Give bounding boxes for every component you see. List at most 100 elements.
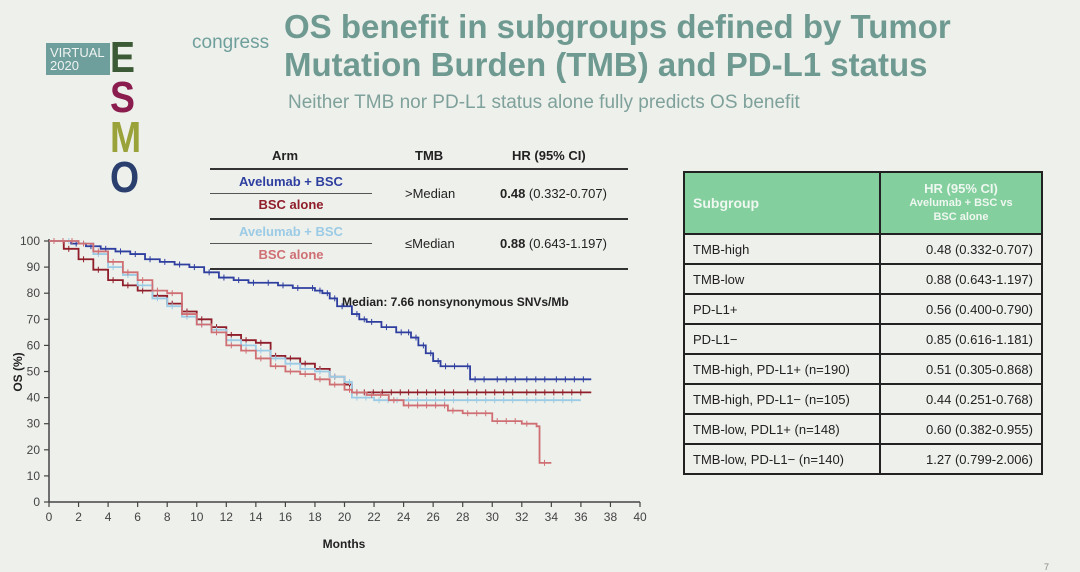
y-tick-label: 30 xyxy=(27,417,41,431)
header-hr-line2: Avelumab + BSC vs xyxy=(909,197,1013,209)
header-tmb: TMB xyxy=(415,148,444,163)
logo-congress-text: congress xyxy=(192,32,270,53)
header-hr-ci: HR (95% CI) Avelumab + BSC vs BSC alone xyxy=(879,171,1043,235)
x-tick-label: 0 xyxy=(46,510,53,524)
x-tick-label: 26 xyxy=(426,510,440,524)
y-axis-label: OS (%) xyxy=(11,352,25,391)
median-annotation: Median: 7.66 nonsynonymous SNVs/Mb xyxy=(342,295,569,309)
table-row: TMB-high, PD-L1+ (n=190) 0.51 (0.305-0.86… xyxy=(683,353,1043,385)
arm-legend-table: Arm TMB HR (95% CI) Avelumab + BSC BSC a… xyxy=(210,142,628,270)
table-row: TMB-low, PDL1+ (n=148) 0.60 (0.382-0.955) xyxy=(683,413,1043,445)
hr-low: 0.88 (0.643-1.197) xyxy=(500,236,607,251)
y-tick-label: 100 xyxy=(20,234,40,248)
hr-cell: 0.51 (0.305-0.868) xyxy=(879,353,1043,385)
header-hr: HR (95% CI) xyxy=(512,148,586,163)
table-row: TMB-low, PD-L1− (n=140) 1.27 (0.799-2.006… xyxy=(683,443,1043,475)
hr-cell: 0.88 (0.643-1.197) xyxy=(879,263,1043,295)
y-tick-label: 10 xyxy=(27,469,41,483)
legend-line-avelumab-low xyxy=(210,243,372,244)
legend-bsc-low: BSC alone xyxy=(258,247,324,262)
hr-cell: 0.85 (0.616-1.181) xyxy=(879,323,1043,355)
table-row: PD-L1− 0.85 (0.616-1.181) xyxy=(683,323,1043,355)
subgroup-cell: TMB-low, PDL1+ (n=148) xyxy=(683,413,881,445)
x-tick-label: 10 xyxy=(190,510,204,524)
km-curve-2 xyxy=(49,240,581,402)
header-subgroup: Subgroup xyxy=(683,171,881,235)
arm-group-high: Avelumab + BSC BSC alone >Median 0.48 (0… xyxy=(210,170,628,220)
page-number: 7 xyxy=(1044,562,1050,572)
header-hr-line3: BSC alone xyxy=(933,211,989,223)
y-tick-label: 0 xyxy=(33,495,40,509)
table-row: TMB-high 0.48 (0.332-0.707) xyxy=(683,233,1043,265)
x-tick-label: 16 xyxy=(279,510,293,524)
hr-high-ci: (0.332-0.707) xyxy=(525,186,607,201)
legend-bsc-high: BSC alone xyxy=(258,197,324,212)
logo-virtual-text: VIRTUAL xyxy=(50,45,105,60)
y-tick-label: 40 xyxy=(27,391,41,405)
hr-cell: 0.56 (0.400-0.790) xyxy=(879,293,1043,325)
subgroup-cell: TMB-high xyxy=(683,233,881,265)
table-row: TMB-low 0.88 (0.643-1.197) xyxy=(683,263,1043,295)
x-tick-label: 38 xyxy=(604,510,618,524)
legend-avelumab-low: Avelumab + BSC xyxy=(239,224,343,239)
tmb-low-label: ≤Median xyxy=(405,236,455,251)
slide-subtitle: Neither TMB nor PD-L1 status alone fully… xyxy=(288,92,800,113)
x-tick-label: 4 xyxy=(105,510,112,524)
x-tick-label: 40 xyxy=(633,510,647,524)
x-tick-label: 32 xyxy=(515,510,529,524)
subgroup-cell: TMB-low, PD-L1− (n=140) xyxy=(683,443,881,475)
subgroup-table: Subgroup HR (95% CI) Avelumab + BSC vs B… xyxy=(683,171,1043,475)
table-row: TMB-high, PD-L1− (n=105) 0.44 (0.251-0.76… xyxy=(683,383,1043,415)
logo-letter-m: M xyxy=(110,113,141,162)
x-tick-label: 14 xyxy=(249,510,263,524)
subgroup-cell: PD-L1+ xyxy=(683,293,881,325)
hr-high: 0.48 (0.332-0.707) xyxy=(500,186,607,201)
arm-group-low: Avelumab + BSC BSC alone ≤Median 0.88 (0… xyxy=(210,220,628,270)
x-tick-label: 12 xyxy=(220,510,234,524)
km-curve-0 xyxy=(49,240,592,381)
logo-letter-e: E xyxy=(110,33,135,82)
subgroup-cell: TMB-low xyxy=(683,263,881,295)
hr-low-ci: (0.643-1.197) xyxy=(525,236,607,251)
hr-low-value: 0.88 xyxy=(500,236,526,251)
legend-avelumab-high: Avelumab + BSC xyxy=(239,174,343,189)
hr-cell: 0.60 (0.382-0.955) xyxy=(879,413,1043,445)
subgroup-cell: TMB-high, PD-L1− (n=105) xyxy=(683,383,881,415)
subgroup-cell: TMB-high, PD-L1+ (n=190) xyxy=(683,353,881,385)
x-tick-label: 36 xyxy=(574,510,588,524)
logo-letter-o: O xyxy=(110,153,139,202)
x-tick-label: 22 xyxy=(367,510,381,524)
subgroup-cell: PD-L1− xyxy=(683,323,881,355)
y-tick-label: 70 xyxy=(27,312,41,326)
table-row: PD-L1+ 0.56 (0.400-0.790) xyxy=(683,293,1043,325)
subgroup-table-header: Subgroup HR (95% CI) Avelumab + BSC vs B… xyxy=(683,171,1043,235)
logo-year-text: 2020 xyxy=(50,58,79,73)
slide-title: OS benefit in subgroups defined by Tumor… xyxy=(284,8,951,83)
hr-cell: 1.27 (0.799-2.006) xyxy=(879,443,1043,475)
y-tick-label: 90 xyxy=(27,260,41,274)
x-tick-label: 28 xyxy=(456,510,470,524)
logo-letter-s: S xyxy=(110,73,135,122)
logo-esmo-wordmark: ESMO xyxy=(110,33,141,202)
x-tick-label: 24 xyxy=(397,510,411,524)
header-hr-line1: HR (95% CI) xyxy=(924,181,998,196)
x-tick-label: 18 xyxy=(308,510,322,524)
x-tick-label: 6 xyxy=(134,510,141,524)
x-tick-label: 2 xyxy=(75,510,82,524)
x-axis-label: Months xyxy=(323,537,366,551)
x-tick-label: 34 xyxy=(545,510,559,524)
y-tick-label: 80 xyxy=(27,286,41,300)
header-arm: Arm xyxy=(272,148,299,163)
x-tick-label: 8 xyxy=(164,510,171,524)
x-tick-label: 20 xyxy=(338,510,352,524)
hr-cell: 0.44 (0.251-0.768) xyxy=(879,383,1043,415)
x-tick-label: 30 xyxy=(486,510,500,524)
y-tick-label: 20 xyxy=(27,443,41,457)
km-curve-3 xyxy=(49,240,552,464)
tmb-high-label: >Median xyxy=(405,186,456,201)
hr-high-value: 0.48 xyxy=(500,186,526,201)
y-tick-label: 60 xyxy=(27,338,41,352)
arm-table-header: Arm TMB HR (95% CI) xyxy=(210,142,628,170)
legend-line-avelumab-high xyxy=(210,193,372,194)
